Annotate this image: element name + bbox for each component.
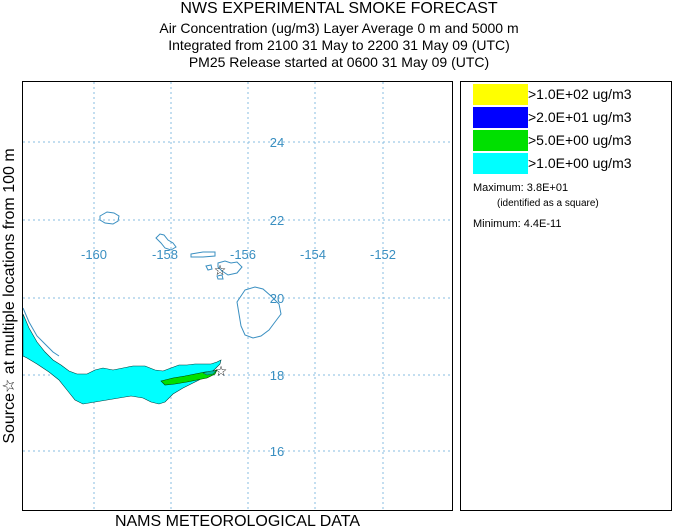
kauai-island — [99, 211, 120, 225]
legend-item: >5.0E+00 ug/m3 — [473, 130, 663, 151]
data-source-footer: NAMS METEOROLOGICAL DATA — [114, 513, 361, 530]
legend-swatch-yellow — [473, 84, 528, 105]
mainland-coast — [23, 307, 60, 357]
integration-period: Integrated from 2100 31 May to 2200 31 M… — [168, 37, 510, 53]
legend-swatch-blue — [473, 107, 528, 128]
plume-contour-5 — [160, 369, 218, 386]
legend-label: >2.0E+01 ug/m3 — [528, 109, 632, 125]
concentration-legend: >1.0E+02 ug/m3 >2.0E+01 ug/m3 >5.0E+00 u… — [460, 81, 672, 511]
maximum-value: Maximum: 3.8E+01 — [473, 182, 569, 194]
longitude-labels: -160 -158 -156 -154 -152 — [81, 247, 396, 262]
source-label: Source☆ at multiple locations from 100 m — [1, 148, 18, 444]
lanai-island — [205, 264, 213, 271]
legend-label: >5.0E+00 ug/m3 — [528, 132, 632, 148]
longitude-label: -156 — [230, 247, 256, 262]
latitude-label: 22 — [270, 213, 284, 228]
legend-label: >1.0E+00 ug/m3 — [528, 155, 632, 171]
legend-item: >1.0E+00 ug/m3 — [473, 153, 663, 174]
legend-label: >1.0E+02 ug/m3 — [528, 86, 632, 102]
source-marker-south: ☆ — [215, 364, 228, 380]
smoke-plume — [23, 313, 222, 405]
graticule — [23, 82, 452, 510]
forecast-title: NWS EXPERIMENTAL SMOKE FORECAST — [180, 0, 498, 17]
big-island — [236, 286, 282, 339]
release-start: PM25 Release started at 0600 31 May 09 (… — [188, 54, 490, 70]
longitude-label: -160 — [81, 247, 107, 262]
legend-swatch-green — [473, 130, 528, 151]
latitude-labels: 24 22 20 18 16 — [270, 135, 284, 459]
latitude-label: 24 — [270, 135, 284, 150]
latitude-label: 20 — [270, 291, 284, 306]
source-markers: ☆ ☆ — [214, 263, 228, 380]
longitude-label: -152 — [370, 247, 396, 262]
legend-item: >2.0E+01 ug/m3 — [473, 107, 663, 128]
hawaiian-islands-coastline — [23, 211, 282, 357]
map-frame: ☆ ☆ -160 -158 -156 -154 -152 24 22 20 18… — [22, 81, 453, 511]
minimum-value: Minimum: 4.4E-11 — [473, 218, 562, 230]
longitude-label: -154 — [300, 247, 326, 262]
longitude-label: -158 — [152, 247, 178, 262]
maximum-note: (identified as a square) — [497, 198, 599, 209]
latitude-label: 16 — [270, 444, 284, 459]
plume-contour-1 — [23, 313, 222, 405]
legend-swatch-cyan — [473, 153, 528, 174]
plume-contour-20 — [202, 370, 217, 376]
kahoolawe-island — [216, 274, 224, 280]
source-marker-maui: ☆ — [214, 263, 227, 279]
oahu-island — [155, 233, 177, 251]
legend-item: >1.0E+02 ug/m3 — [473, 84, 663, 105]
smoke-map: ☆ ☆ -160 -158 -156 -154 -152 24 22 20 18… — [23, 82, 452, 510]
maui-island — [217, 260, 243, 276]
latitude-label: 18 — [270, 368, 284, 383]
molokai-island — [190, 251, 216, 258]
concentration-subtitle: Air Concentration (ug/m3) Layer Average … — [159, 20, 519, 36]
